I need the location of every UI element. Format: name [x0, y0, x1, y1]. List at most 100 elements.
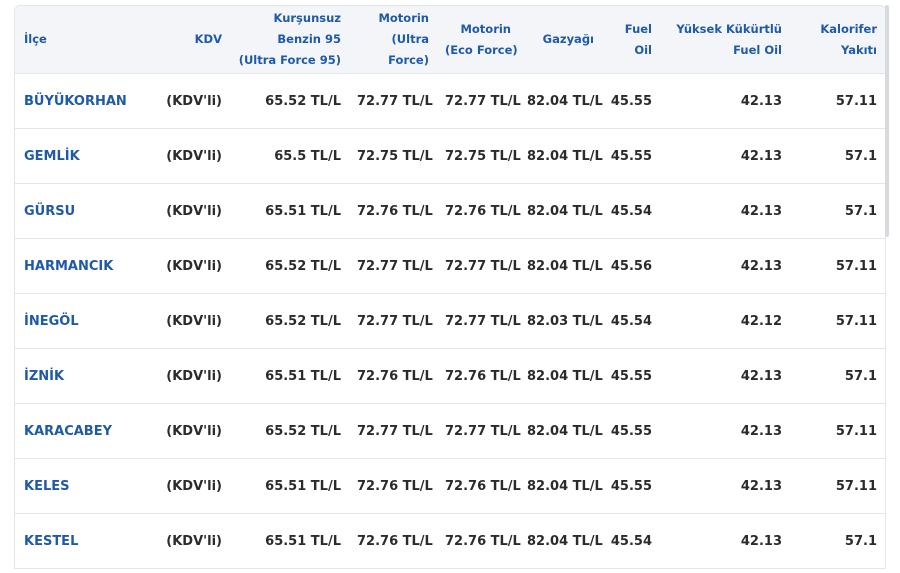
- price-cell: 57.11: [790, 458, 885, 514]
- column-header[interactable]: Kurşunsuz Benzin 95 (Ultra Force 95): [230, 6, 349, 74]
- district-cell[interactable]: KESTEL: [15, 513, 135, 568]
- header-line: İlçe: [24, 32, 47, 46]
- price-cell: 42.13: [660, 128, 790, 184]
- price-cell: 82.03 TL/L: [519, 293, 603, 349]
- price-cell: (KDV'li): [135, 73, 230, 129]
- price-cell: 82.04 TL/L: [519, 238, 603, 294]
- price-cell: (KDV'li): [135, 183, 230, 239]
- price-cell: 45.55: [602, 73, 660, 129]
- price-cell: 57.11: [790, 238, 885, 294]
- price-cell: 42.13: [660, 403, 790, 459]
- price-cell: 45.54: [602, 513, 660, 568]
- price-cell: 42.13: [660, 513, 790, 568]
- column-header[interactable]: Motorin (Ultra Force): [349, 6, 437, 74]
- district-cell[interactable]: GÜRSU: [15, 183, 135, 239]
- price-cell: 57.1: [790, 348, 885, 404]
- price-cell: 72.76 TL/L: [437, 458, 521, 514]
- price-cell: 72.77 TL/L: [349, 293, 437, 349]
- price-cell: 72.77 TL/L: [349, 73, 437, 129]
- price-cell: 72.76 TL/L: [437, 183, 521, 239]
- price-cell: 65.52 TL/L: [230, 238, 349, 294]
- price-cell: 42.13: [660, 73, 790, 129]
- district-cell[interactable]: İNEGÖL: [15, 293, 135, 349]
- price-cell: 65.51 TL/L: [230, 458, 349, 514]
- price-cell: 45.55: [602, 128, 660, 184]
- price-cell: 65.51 TL/L: [230, 183, 349, 239]
- column-header[interactable]: Yüksek Kükürtlü Fuel Oil: [660, 6, 790, 74]
- district-cell[interactable]: İZNİK: [15, 348, 135, 404]
- price-cell: 72.77 TL/L: [349, 403, 437, 459]
- price-cell: 42.13: [660, 458, 790, 514]
- header-line: Fuel: [624, 21, 652, 36]
- price-cell: (KDV'li): [135, 238, 230, 294]
- header-line: (Ultra: [391, 32, 429, 46]
- price-cell: 45.55: [602, 348, 660, 404]
- price-cell: 72.76 TL/L: [349, 513, 437, 568]
- header-line: Kurşunsuz: [273, 11, 341, 25]
- price-cell: (KDV'li): [135, 458, 230, 514]
- district-cell[interactable]: GEMLİK: [15, 128, 135, 184]
- column-header[interactable]: KDV: [135, 6, 230, 74]
- table-row: GÜRSU (KDV'li) 65.51 TL/L 72.76 TL/L 72.76 T…: [15, 183, 885, 239]
- district-cell[interactable]: HARMANCIK: [15, 238, 135, 294]
- price-cell: 42.13: [660, 238, 790, 294]
- district-cell[interactable]: KELES: [15, 458, 135, 514]
- price-cell: 72.75 TL/L: [437, 128, 521, 184]
- header-line: Fuel Oil: [733, 42, 782, 57]
- price-cell: 45.54: [602, 293, 660, 349]
- header-line: Force): [388, 53, 429, 67]
- price-cell: 72.76 TL/L: [349, 348, 437, 404]
- table-container: İlçe KDV Kurşunsuz Benzin 95 (Ultra Force 95…: [14, 5, 886, 569]
- price-cell: 65.5 TL/L: [230, 128, 349, 184]
- price-cell: 57.1: [790, 513, 885, 568]
- scrollbar[interactable]: [885, 5, 889, 237]
- header-line: Gazyağı: [542, 32, 594, 46]
- column-header[interactable]: Gazyağı: [519, 6, 602, 74]
- price-cell: 57.1: [790, 128, 885, 184]
- price-cell: 45.55: [602, 458, 660, 514]
- price-cell: (KDV'li): [135, 513, 230, 568]
- table-row: İNEGÖL (KDV'li) 65.52 TL/L 72.77 TL/L 72.77 …: [15, 293, 885, 349]
- price-cell: 65.51 TL/L: [230, 348, 349, 404]
- column-header[interactable]: Kalorifer Yakıtı: [790, 6, 885, 74]
- price-cell: 65.52 TL/L: [230, 293, 349, 349]
- header-line: Oil: [634, 42, 652, 57]
- fuel-price-table: İlçe KDV Kurşunsuz Benzin 95 (Ultra Force 95…: [15, 6, 885, 568]
- price-cell: 45.54: [602, 183, 660, 239]
- price-cell: 72.77 TL/L: [437, 73, 521, 129]
- price-cell: 72.76 TL/L: [437, 513, 521, 568]
- price-cell: 82.04 TL/L: [519, 348, 603, 404]
- header-line: Kalorifer: [820, 21, 877, 36]
- price-cell: (KDV'li): [135, 348, 230, 404]
- header-line: (Ultra Force 95): [238, 53, 341, 67]
- column-header[interactable]: İlçe: [15, 6, 135, 74]
- district-cell[interactable]: BÜYÜKORHAN: [15, 73, 135, 129]
- price-cell: 72.77 TL/L: [437, 238, 521, 294]
- price-cell: 57.1: [790, 183, 885, 239]
- price-cell: (KDV'li): [135, 128, 230, 184]
- table-row: GEMLİK (KDV'li) 65.5 TL/L 72.75 TL/L 72.75 T…: [15, 128, 885, 184]
- price-cell: 57.11: [790, 293, 885, 349]
- price-cell: 72.77 TL/L: [349, 238, 437, 294]
- price-cell: (KDV'li): [135, 293, 230, 349]
- price-cell: 82.04 TL/L: [519, 128, 603, 184]
- price-cell: (KDV'li): [135, 403, 230, 459]
- price-cell: 82.04 TL/L: [519, 458, 603, 514]
- table-row: KARACABEY (KDV'li) 65.52 TL/L 72.77 TL/L 72.…: [15, 403, 885, 459]
- column-header[interactable]: Motorin (Eco Force): [437, 6, 519, 74]
- price-cell: 45.55: [602, 403, 660, 459]
- price-cell: 65.52 TL/L: [230, 403, 349, 459]
- column-header[interactable]: Fuel Oil: [602, 6, 660, 74]
- price-cell: 72.76 TL/L: [437, 348, 521, 404]
- price-cell: 72.76 TL/L: [349, 458, 437, 514]
- price-cell: 65.52 TL/L: [230, 73, 349, 129]
- header-line: KDV: [194, 32, 222, 46]
- table-row: KESTEL (KDV'li) 65.51 TL/L 72.76 TL/L 72.76 …: [15, 513, 885, 568]
- district-cell[interactable]: KARACABEY: [15, 403, 135, 459]
- price-cell: 65.51 TL/L: [230, 513, 349, 568]
- price-cell: 42.12: [660, 293, 790, 349]
- price-cell: 82.04 TL/L: [519, 513, 603, 568]
- table-body: BÜYÜKORHAN (KDV'li) 65.52 TL/L 72.77 TL/L 72…: [15, 73, 885, 568]
- header-row: İlçe KDV Kurşunsuz Benzin 95 (Ultra Force 95…: [15, 6, 885, 74]
